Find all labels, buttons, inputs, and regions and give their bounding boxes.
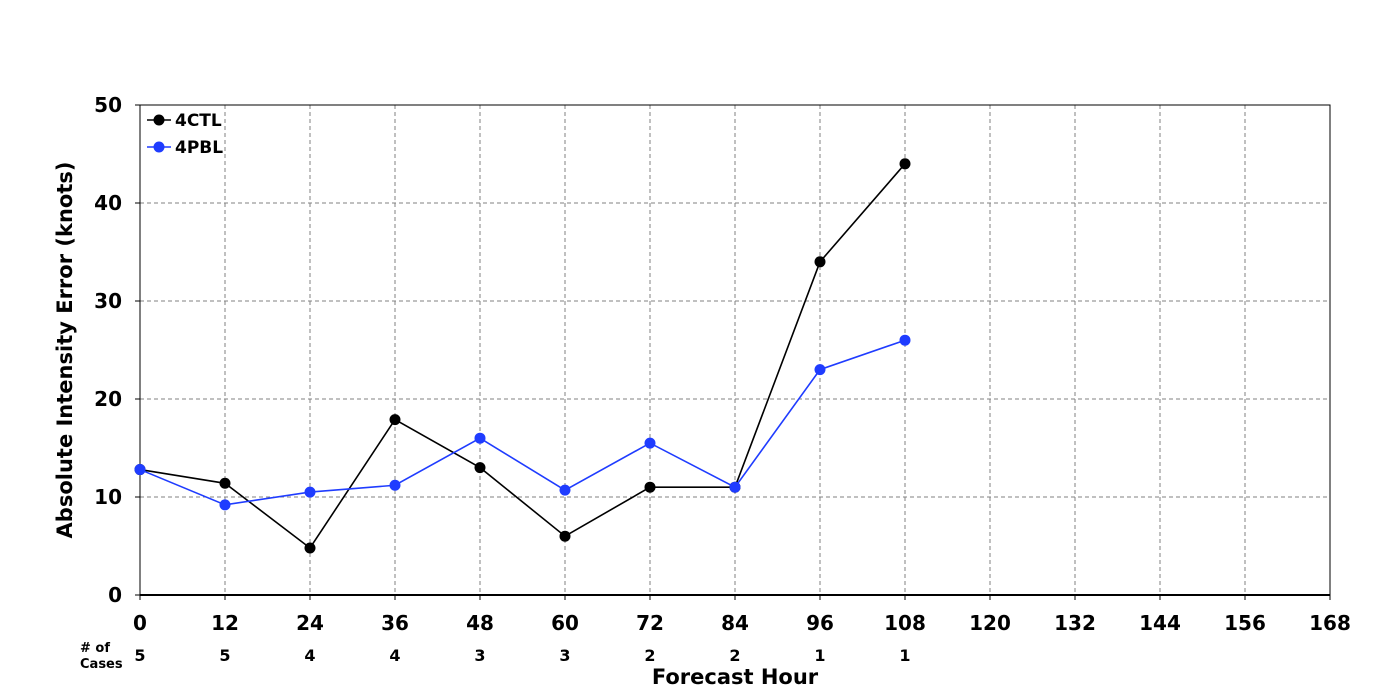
cases-count: 5	[219, 646, 230, 665]
x-tick-label: 144	[1139, 611, 1181, 635]
data-point-4ctl	[814, 256, 826, 268]
data-point-4pbl	[899, 334, 911, 346]
series-4pbl	[134, 334, 911, 511]
data-point-4pbl	[219, 499, 231, 511]
cases-label-line2: Cases	[80, 657, 123, 672]
legend: 4CTL 4PBL	[147, 111, 223, 158]
data-point-4ctl	[474, 462, 486, 474]
grid	[140, 105, 1330, 595]
data-point-4ctl	[899, 158, 911, 170]
x-tick-label: 36	[381, 611, 409, 635]
data-point-4pbl	[474, 432, 486, 444]
x-tick-label: 72	[636, 611, 664, 635]
data-point-4ctl	[644, 481, 656, 493]
data-point-4pbl	[814, 364, 826, 376]
data-point-4ctl	[219, 477, 231, 489]
legend-marker	[153, 114, 165, 126]
y-tick-label: 50	[94, 93, 122, 117]
cases-label-line1: # of	[80, 641, 110, 656]
data-point-4pbl	[389, 479, 401, 491]
series-line-4pbl	[139, 339, 906, 506]
cases-count: 2	[729, 646, 740, 665]
data-point-4pbl	[644, 437, 656, 449]
data-point-4ctl	[304, 542, 316, 554]
data-point-4pbl	[729, 481, 741, 493]
cases-count: 1	[814, 646, 825, 665]
x-tick-label: 24	[296, 611, 324, 635]
x-tick-label: 132	[1054, 611, 1096, 635]
legend-item-4ctl: 4CTL	[147, 111, 222, 131]
x-tick-label: 60	[551, 611, 579, 635]
data-point-4pbl	[304, 486, 316, 498]
cases-count: 1	[899, 646, 910, 665]
x-tick-label: 156	[1224, 611, 1266, 635]
legend-marker	[153, 141, 165, 153]
cases-count: 3	[559, 646, 570, 665]
y-tick-label: 0	[108, 583, 122, 607]
legend-item-4pbl: 4PBL	[147, 138, 223, 158]
x-tick-label: 48	[466, 611, 494, 635]
x-tick-label: 96	[806, 611, 834, 635]
series-line-4ctl	[139, 163, 906, 550]
series-4ctl	[134, 158, 911, 554]
x-tick-label: 0	[133, 611, 147, 635]
y-tick-label: 10	[94, 485, 122, 509]
legend-label: 4CTL	[175, 111, 222, 131]
cases-count: 3	[474, 646, 485, 665]
data-point-4ctl	[389, 414, 401, 426]
x-tick-label: 12	[211, 611, 239, 635]
cases-count: 2	[644, 646, 655, 665]
x-tick-label: 120	[969, 611, 1011, 635]
data-point-4ctl	[559, 530, 571, 542]
tick-labels: 0 12 24 36 48 60 72 84 96 108 120 132 144 156 168 0 10 20…	[94, 93, 1351, 635]
y-axis-title: Absolute Intensity Error (knots)	[53, 162, 77, 539]
data-point-4pbl	[559, 484, 571, 496]
legend-label: 4PBL	[175, 138, 223, 158]
data-point-4pbl	[134, 464, 146, 476]
y-tick-label: 40	[94, 191, 122, 215]
x-tick-label: 108	[884, 611, 926, 635]
x-axis-title: Forecast Hour	[652, 665, 819, 689]
y-tick-label: 30	[94, 289, 122, 313]
cases-count: 5	[134, 646, 145, 665]
x-tick-label: 168	[1309, 611, 1351, 635]
cases-count: 4	[389, 646, 400, 665]
cases-count: 4	[304, 646, 315, 665]
y-tick-label: 20	[94, 387, 122, 411]
data-series	[134, 158, 911, 554]
x-tick-label: 84	[721, 611, 749, 635]
